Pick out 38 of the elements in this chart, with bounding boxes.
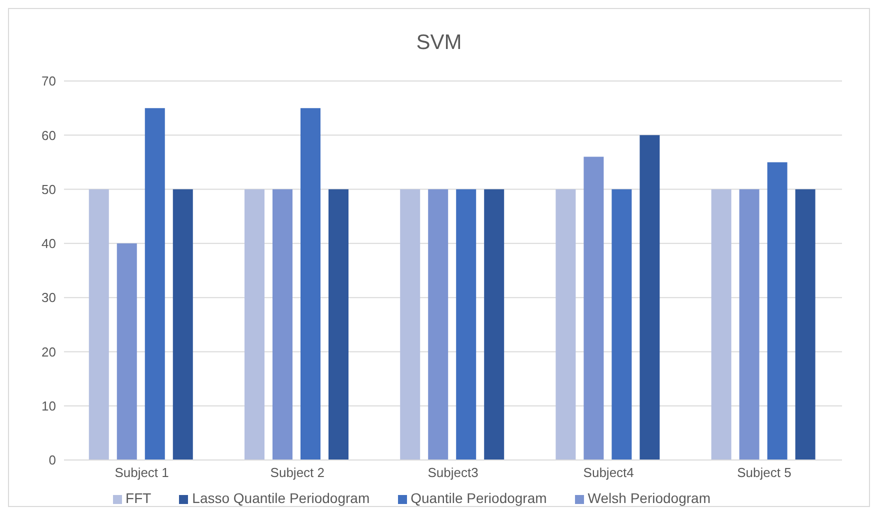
y-tick-label: 10 [42, 398, 56, 414]
bar [584, 156, 604, 460]
bar [244, 189, 264, 460]
y-tick-label: 30 [42, 290, 56, 306]
bar [556, 189, 576, 460]
legend-label: Welsh Periodogram [588, 490, 710, 506]
x-tick-label: Subject 1 [114, 465, 169, 480]
y-tick-label: 20 [42, 344, 56, 360]
bar [640, 135, 660, 460]
legend-label: FFT [126, 490, 152, 506]
y-tick-label: 50 [42, 182, 56, 197]
bar [612, 189, 632, 460]
chart-title: SVM [415, 30, 463, 56]
bar [456, 189, 476, 460]
bar [144, 108, 165, 460]
legend-label: Lasso Quantile Periodogram [192, 490, 370, 506]
bar [767, 162, 788, 460]
bar [172, 189, 193, 460]
bar [711, 189, 732, 460]
y-tick-label: 40 [42, 236, 56, 252]
bar [795, 189, 816, 460]
bar [116, 243, 137, 460]
x-tick-label: Subject3 [428, 465, 478, 480]
x-tick-label: Subject4 [583, 465, 634, 480]
bar [428, 189, 448, 460]
x-tick-label: Subject 5 [737, 465, 792, 480]
bar [484, 189, 504, 460]
bar [88, 189, 109, 460]
bar [739, 189, 760, 460]
y-tick-label: 60 [42, 128, 56, 143]
y-tick-label: 0 [48, 452, 56, 468]
bar [300, 108, 320, 460]
bar [328, 189, 348, 460]
y-tick-label: 70 [42, 74, 56, 89]
x-tick-label: Subject 2 [270, 465, 324, 480]
bar [272, 189, 292, 460]
legend-label: Quantile Periodogram [410, 490, 547, 506]
bar [400, 189, 420, 460]
